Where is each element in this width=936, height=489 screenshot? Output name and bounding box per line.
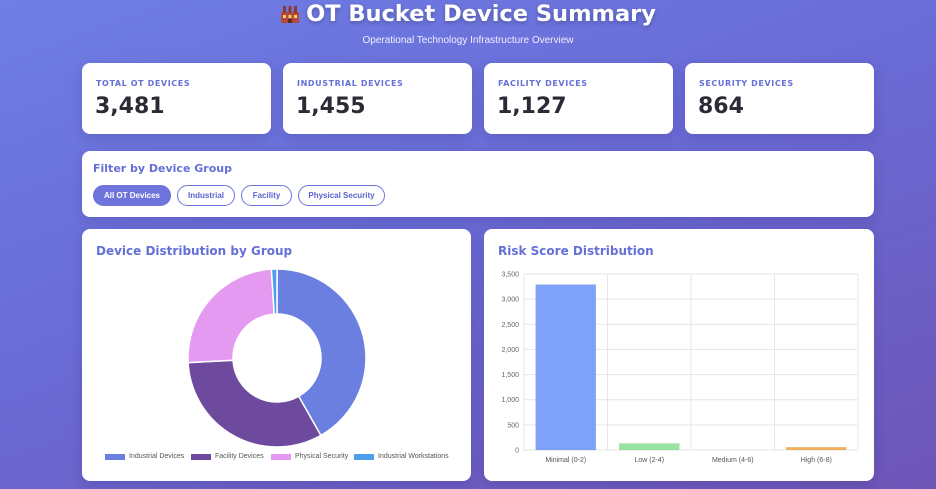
- legend-swatch: [105, 453, 125, 460]
- device-distribution-panel: Device Distribution by Group Industrial …: [82, 229, 471, 481]
- x-tick-label: Medium (4-6): [712, 457, 754, 464]
- legend-item[interactable]: Physical Security: [271, 453, 348, 460]
- legend-label: Facility Devices: [215, 453, 264, 460]
- page-subtitle: Operational Technology Infrastructure Ov…: [362, 35, 574, 46]
- stat-card-facility: FACILITY DEVICES 1,127: [484, 63, 673, 134]
- bar-3[interactable]: [785, 446, 847, 451]
- stat-value: 864: [698, 94, 744, 119]
- y-tick-label: 3,500: [501, 272, 519, 279]
- y-tick-label: 1,500: [501, 372, 519, 379]
- stat-label: FACILITY DEVICES: [498, 79, 588, 88]
- panel-title: Device Distribution by Group: [96, 244, 293, 258]
- filter-button-all[interactable]: All OT Devices: [93, 185, 171, 206]
- filter-panel: Filter by Device Group All OT Devices In…: [82, 151, 874, 217]
- filter-button-industrial[interactable]: Industrial: [177, 185, 235, 206]
- stat-card-security: SECURITY DEVICES 864: [685, 63, 874, 134]
- bar-0[interactable]: [535, 284, 597, 451]
- legend-item[interactable]: Facility Devices: [191, 453, 264, 460]
- legend-swatch: [354, 453, 374, 460]
- stat-value: 1,127: [497, 94, 567, 119]
- y-tick-label: 2,000: [501, 347, 519, 354]
- page-title: OT Bucket Device Summary: [0, 1, 936, 30]
- stat-label: TOTAL OT DEVICES: [96, 79, 191, 88]
- x-tick-label: Low (2-4): [634, 457, 664, 464]
- filter-title: Filter by Device Group: [93, 162, 232, 175]
- filter-button-physical-security[interactable]: Physical Security: [298, 185, 385, 206]
- y-tick-label: 500: [507, 422, 519, 429]
- bar-1[interactable]: [618, 443, 680, 451]
- donut-slice-physical-security[interactable]: [187, 268, 276, 364]
- bar-chart: 0 500 1,000 1,500 2,000 2,500 3,000 3,500 Minima…: [501, 272, 859, 464]
- panel-title: Risk Score Distribution: [498, 244, 654, 258]
- donut-legend: Industrial Devices Facility Devices Phys…: [82, 453, 471, 465]
- risk-score-panel: Risk Score Distribution 0 500 1,000 1,500 2,…: [484, 229, 874, 481]
- y-tick-label: 0: [515, 448, 519, 455]
- stat-value: 1,455: [296, 94, 366, 119]
- legend-item[interactable]: Industrial Workstations: [354, 453, 449, 460]
- legend-swatch: [191, 453, 211, 460]
- y-tick-label: 2,500: [501, 322, 519, 329]
- legend-swatch: [271, 453, 291, 460]
- stat-card-industrial: INDUSTRIAL DEVICES 1,455: [283, 63, 472, 134]
- y-tick-label: 1,000: [501, 397, 519, 404]
- donut-slice-facility-devices[interactable]: [187, 359, 322, 448]
- stat-card-total: TOTAL OT DEVICES 3,481: [82, 63, 271, 134]
- legend-label: Industrial Workstations: [378, 453, 449, 460]
- donut-slice-industrial-devices[interactable]: [276, 268, 367, 437]
- y-tick-label: 3,000: [501, 297, 519, 304]
- page-title-text: OT Bucket Device Summary: [306, 1, 656, 27]
- donut-slice-industrial-workstations[interactable]: [270, 268, 278, 315]
- stat-value: 3,481: [95, 94, 165, 119]
- x-tick-label: Minimal (0-2): [545, 457, 586, 464]
- legend-label: Physical Security: [295, 453, 349, 460]
- stat-label: SECURITY DEVICES: [699, 79, 794, 88]
- page-header: OT Bucket Device Summary Operational Tec…: [0, 0, 936, 60]
- legend-label: Industrial Devices: [129, 453, 185, 460]
- filter-button-facility[interactable]: Facility: [241, 185, 292, 206]
- x-tick-label: High (6-8): [801, 457, 832, 464]
- donut-chart: [187, 268, 367, 448]
- factory-icon: [280, 4, 300, 30]
- stat-label: INDUSTRIAL DEVICES: [297, 79, 404, 88]
- legend-item[interactable]: Industrial Devices: [105, 453, 184, 460]
